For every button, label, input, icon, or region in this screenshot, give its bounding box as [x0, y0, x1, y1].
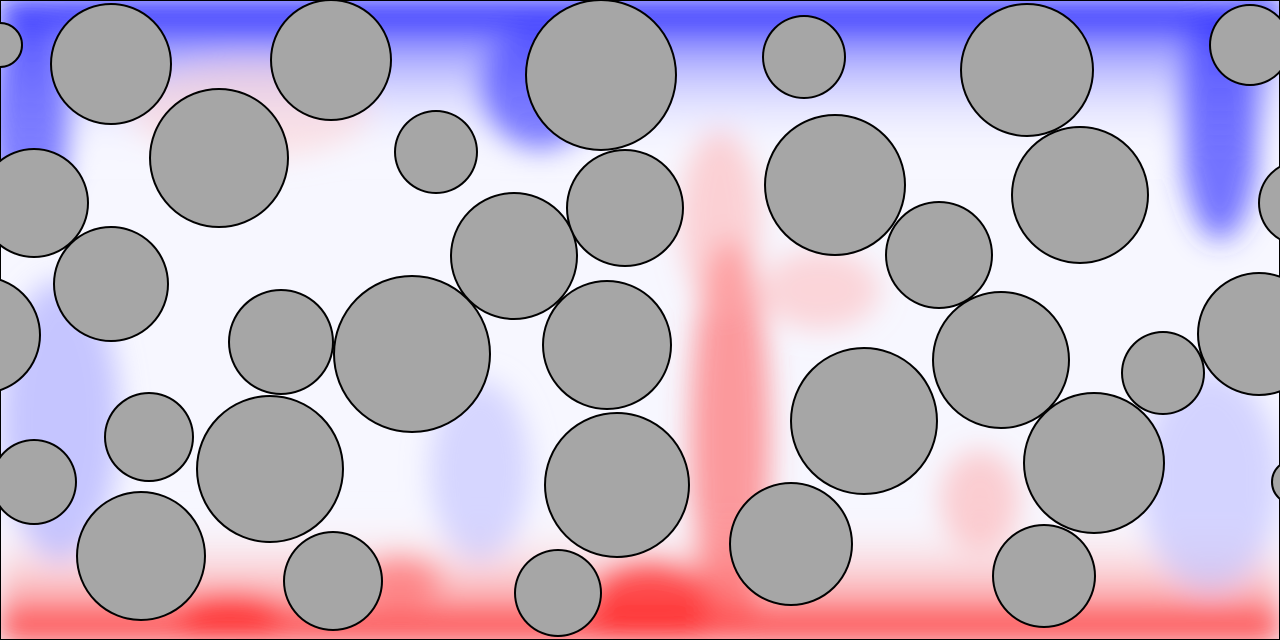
obstacle: [566, 149, 684, 267]
obstacle: [50, 3, 172, 125]
obstacle: [992, 524, 1096, 628]
obstacle: [0, 278, 41, 392]
obstacle: [104, 392, 194, 482]
obstacle: [283, 531, 383, 631]
obstacle: [53, 226, 169, 342]
obstacle: [960, 3, 1094, 137]
obstacle: [544, 412, 690, 558]
obstacle: [790, 347, 938, 495]
obstacle: [0, 439, 77, 525]
obstacle: [762, 15, 846, 99]
obstacle: [885, 201, 993, 309]
obstacle: [270, 0, 392, 121]
obstacle: [1121, 331, 1205, 415]
obstacle: [76, 491, 206, 621]
obstacle: [1197, 272, 1280, 396]
obstacle: [0, 22, 23, 68]
obstacle: [1271, 463, 1280, 501]
obstacle: [764, 114, 906, 256]
obstacle: [525, 0, 677, 151]
obstacle: [1023, 392, 1165, 534]
obstacle: [729, 482, 853, 606]
obstacle: [333, 275, 491, 433]
obstacle: [542, 280, 672, 410]
obstacle: [149, 88, 289, 228]
obstacle: [0, 148, 89, 258]
obstacle: [514, 549, 602, 637]
obstacle: [932, 291, 1070, 429]
obstacle: [1258, 165, 1280, 241]
obstacle: [450, 192, 578, 320]
obstacle: [394, 110, 478, 194]
obstacle: [1011, 126, 1149, 264]
obstacle: [228, 289, 334, 395]
obstacle: [196, 395, 344, 543]
obstacle: [1209, 4, 1280, 86]
